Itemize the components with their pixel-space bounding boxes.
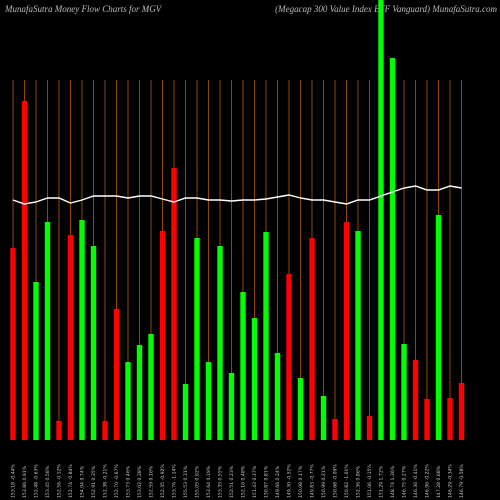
x-tick-label: 146.75 0.27% [402, 465, 408, 498]
x-tick-label: 152.36 0.86% [356, 465, 362, 498]
x-tick-label: 149.30 -0.52% [287, 464, 293, 498]
x-tick-label: 153.76 -1.14% [172, 464, 178, 498]
x-tick-label: 153.45 0.58% [45, 465, 51, 498]
x-tick-label: 152.91 0.35% [91, 465, 97, 498]
x-tick-label: 155.05 0.92% [195, 465, 201, 498]
bar [67, 235, 74, 440]
x-tick-label: 152.38 -0.21% [103, 464, 109, 498]
x-tick-label: 152.16 0.48% [241, 465, 247, 498]
bar [113, 309, 120, 440]
bar [274, 353, 281, 440]
x-tick-label: 155.53 0.31% [183, 465, 189, 498]
x-tick-label: 153.73 0.46% [126, 465, 132, 498]
bar [401, 344, 407, 440]
chart-title: MunafaSutra Money Flow Charts for MGV [4, 4, 163, 14]
x-tick-label: 148.74 1.36% [390, 465, 396, 498]
x-tick-label: 152.74 -0.84% [68, 464, 74, 498]
bar [458, 383, 465, 440]
bar [366, 416, 373, 440]
x-tick-label: 153.86 0.91% [22, 465, 28, 498]
bar [320, 396, 327, 440]
x-tick-label: 152.70 -0.67% [114, 464, 120, 498]
bar [21, 101, 28, 440]
bar [136, 345, 143, 440]
x-tick-label: 152.48 -0.63% [34, 464, 40, 498]
x-tick-label: 146.36 -0.41% [413, 464, 419, 498]
bar [447, 398, 453, 440]
bar [286, 274, 292, 440]
bar [182, 384, 189, 440]
x-tick-label: 150.68 -0.09% [333, 464, 339, 498]
x-tick-label: 146.29 -0.34% [448, 464, 454, 498]
bar [10, 248, 16, 440]
bar [205, 362, 212, 440]
x-tick-label: 150.82 -1.01% [344, 464, 350, 498]
bar [297, 378, 304, 440]
x-tick-label: 150.99 0.21% [321, 465, 327, 498]
bar [343, 222, 350, 440]
x-tick-label: 152.56 -0.12% [57, 464, 63, 498]
x-tick-label: 150.08 0.17% [298, 465, 304, 498]
x-tick-label: 153.02 0.28% [137, 465, 143, 498]
bar [378, 0, 384, 440]
x-tick-label: 146.96 -0.22% [425, 464, 431, 498]
bar [33, 282, 39, 440]
x-tick-label: 153.35 0.55% [218, 465, 224, 498]
x-tick-label: 153.64 0.19% [206, 465, 212, 498]
bar [125, 362, 131, 440]
chart-subtitle: (Megacap 300 Value Index ETF Vanguard) M… [275, 4, 497, 14]
bar [389, 58, 396, 440]
bar [309, 238, 315, 440]
x-tick-label: 154.04 0.74% [80, 465, 86, 498]
bar [251, 318, 258, 440]
x-tick-label: 152.59 0.16% [149, 465, 155, 498]
bar [171, 168, 177, 440]
bar [240, 292, 246, 440]
bar [217, 246, 223, 440]
bar [228, 373, 235, 440]
x-tick-label: 151.29 1.72% [379, 465, 385, 498]
bar [148, 334, 154, 440]
bar [90, 246, 97, 440]
x-tick-label: 149.66 0.24% [275, 465, 281, 498]
bar [424, 399, 430, 440]
bar [79, 220, 85, 440]
bar [332, 419, 338, 440]
x-tick-label: 147.28 0.68% [436, 465, 442, 498]
x-tick-label: 150.87 0.81% [264, 465, 270, 498]
x-tick-label: 152.51 0.23% [229, 465, 235, 498]
bar [102, 421, 108, 440]
x-tick-label: 151.06 -0.15% [367, 464, 373, 498]
bar [159, 231, 166, 440]
bar [435, 215, 442, 440]
bar [56, 421, 62, 440]
x-tick-label: 146.79 -0.58% [459, 464, 465, 498]
bar [263, 232, 269, 440]
x-tick-label: 152.35 -0.92% [160, 464, 166, 498]
bar [194, 238, 200, 440]
x-tick-label: 151.43 0.37% [252, 465, 258, 498]
x-tick-label: 153.18 -0.44% [11, 464, 17, 498]
x-tick-label: 149.83 -0.77% [310, 464, 316, 498]
bar [412, 360, 419, 440]
money-flow-line [12, 185, 462, 205]
bar [355, 231, 361, 440]
bar [44, 222, 51, 440]
